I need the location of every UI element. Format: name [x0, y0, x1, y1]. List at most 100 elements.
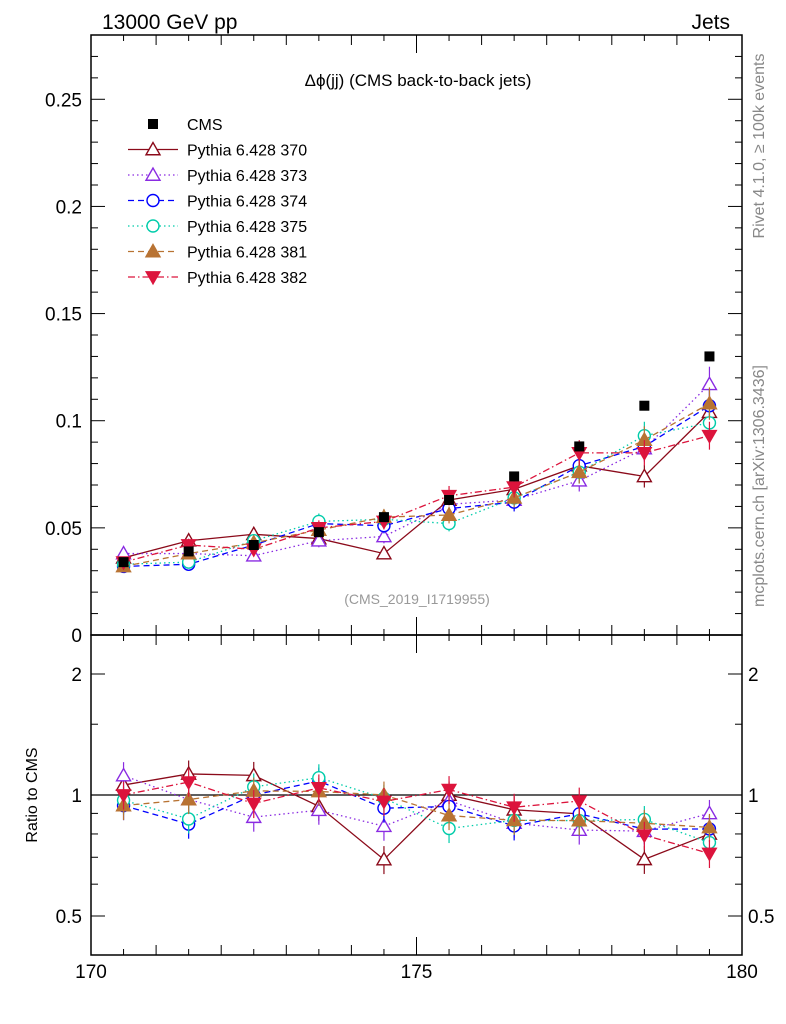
ratio-y-tick-label: 2: [71, 665, 82, 686]
series-point: [310, 532, 328, 547]
main-axis-ticks: [90, 34, 743, 636]
series-2: [116, 389, 717, 574]
series-line: [123, 405, 710, 568]
data-point: [378, 512, 389, 523]
legend-entry-3: Pythia 6.428 375: [128, 219, 307, 236]
ratio-right-tick-label: 1: [748, 786, 759, 807]
series-point: [506, 481, 523, 496]
ratio-right-tick-label: 2: [748, 665, 759, 686]
ratio-point: [180, 791, 197, 806]
mcplots-label: mcplots.cern.ch [arXiv:1306.3436]: [751, 365, 768, 607]
data-point: [509, 471, 520, 482]
main-y-tick-label: 0.15: [45, 305, 82, 326]
legend-entry-4: Pythia 6.428 381: [128, 243, 307, 262]
ratio-point: [375, 851, 393, 866]
series-5: [115, 421, 718, 571]
main-y-tick-label: 0.25: [45, 90, 82, 111]
legend-label: Pythia 6.428 373: [187, 168, 307, 185]
ratio-point: [115, 789, 132, 804]
ratio-point: [180, 776, 197, 791]
series-point: [636, 447, 653, 462]
ratio-series-0: [115, 760, 718, 875]
data-point: [183, 546, 194, 557]
ratio-axis-ticks: [90, 635, 743, 955]
ratio-point: [701, 818, 718, 834]
legend-label: Pythia 6.428 375: [187, 219, 307, 236]
series-line: [123, 383, 710, 557]
main-y-tick-label: 0.05: [45, 519, 82, 540]
x-tick-label: 175: [401, 962, 433, 983]
series-point: [440, 506, 458, 521]
series-line: [123, 422, 710, 565]
ratio-point: [245, 797, 262, 812]
chart-title: Δϕ(jj) (CMS back-to-back jets): [305, 71, 532, 90]
ratio-point: [375, 817, 393, 833]
ratio-point: [441, 783, 458, 798]
legend: CMS Pythia 6.428 370 Pythia 6.428 373 Pythi…: [128, 117, 307, 287]
ratio-y-tick-label: 1: [71, 786, 82, 807]
series-4: [115, 387, 718, 573]
rivet-label: Rivet 4.1.0, ≥ 100k events: [751, 54, 768, 239]
ratio-series-4: [115, 777, 718, 842]
header-left: 13000 GeV pp: [102, 11, 237, 34]
legend-label: Pythia 6.428 382: [187, 270, 307, 287]
ratio-series-5: [115, 768, 718, 869]
series-0: [115, 396, 718, 564]
analysis-watermark: (CMS_2019_I1719955): [344, 591, 490, 607]
data-point: [639, 400, 650, 411]
data-point: [704, 351, 715, 362]
ratio-point: [571, 812, 588, 827]
ratio-point: [636, 829, 653, 844]
ratio-series-line: [123, 790, 710, 829]
x-tick-label: 170: [75, 962, 107, 983]
legend-entry-2: Pythia 6.428 374: [128, 194, 307, 211]
data-point: [248, 540, 259, 550]
ratio-point: [701, 847, 718, 862]
legend-entry-5: Pythia 6.428 382: [128, 270, 307, 287]
ratio-series-line: [123, 780, 710, 830]
series-line: [123, 435, 710, 563]
ratio-point: [506, 801, 523, 816]
header-right: Jets: [691, 11, 730, 34]
series-1: [115, 366, 718, 562]
legend-label: Pythia 6.428 381: [187, 245, 307, 262]
series-point: [180, 539, 197, 554]
data-point: [313, 527, 324, 538]
legend-label: CMS: [187, 117, 223, 134]
ratio-series-3: [116, 764, 717, 858]
ratio-series-line: [123, 777, 710, 844]
ratio-point: [636, 850, 653, 866]
ratio-series-line: [123, 781, 710, 855]
ratio-point: [115, 767, 132, 782]
series-3: [116, 408, 717, 571]
legend-label: Pythia 6.428 370: [187, 143, 307, 160]
x-tick-labels: 170 175 180: [75, 962, 758, 983]
main-y-tick-labels: 0 0.05 0.1 0.15 0.2 0.25: [45, 90, 82, 647]
series-point: [636, 468, 653, 483]
legend-entry-1: Pythia 6.428 373: [128, 166, 307, 185]
data-point: [118, 557, 129, 568]
legend-marker: [144, 271, 162, 286]
ratio-point: [310, 801, 328, 817]
legend-marker: [144, 141, 162, 156]
ratio-y-tick-labels: 0.5 1 2 0.5 1 2: [56, 665, 775, 928]
series-point: [701, 395, 718, 410]
ratio-point: [375, 795, 392, 810]
legend-marker: [146, 219, 160, 233]
data-point: [444, 495, 455, 505]
ratio-series-layer: [115, 760, 718, 875]
series-point: [375, 545, 393, 560]
main-y-tick-label: 0.1: [56, 412, 82, 433]
ratio-point: [440, 807, 458, 822]
legend-marker: [146, 193, 160, 208]
series-point: [701, 429, 718, 444]
ratio-y-label: Ratio to CMS: [24, 747, 41, 842]
legend-marker: [148, 119, 158, 129]
ratio-right-tick-label: 0.5: [748, 907, 774, 928]
series-point: [375, 528, 393, 543]
ratio-point: [571, 795, 588, 810]
legend-label: Pythia 6.428 374: [187, 194, 307, 211]
ratio-point: [181, 812, 196, 826]
x-tick-label: 180: [726, 962, 758, 983]
main-y-tick-label: 0: [71, 626, 82, 647]
